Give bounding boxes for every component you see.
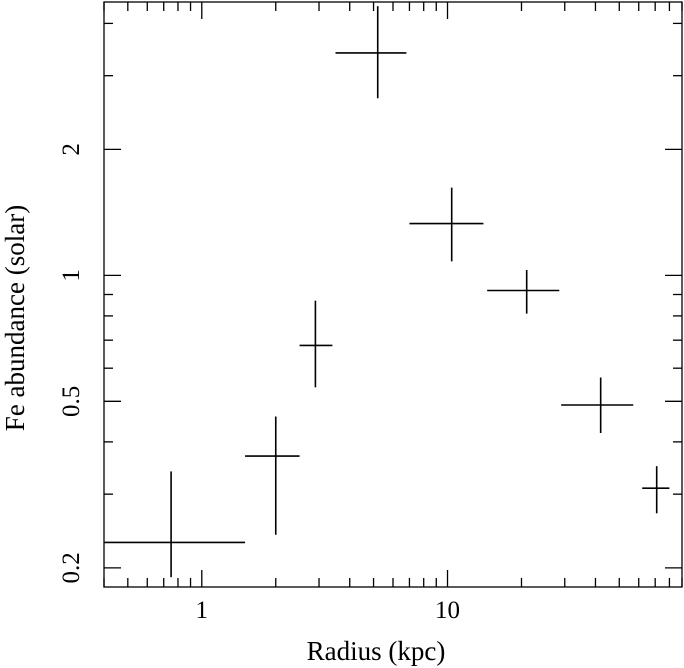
minor-ticks	[103, 2, 683, 587]
x-tick-label: 10	[435, 597, 460, 624]
plot-frame	[103, 1, 683, 588]
data-point	[561, 377, 634, 434]
y-tick-label: 0.5	[58, 386, 85, 417]
y-axis-label: Fe abundance (solar)	[0, 205, 30, 431]
x-axis-ticks: 1 10	[196, 2, 460, 624]
data-point	[409, 187, 484, 262]
data-point	[487, 269, 560, 314]
y-tick-label: 1	[58, 269, 85, 282]
data-point	[245, 416, 300, 535]
x-tick-label: 1	[196, 597, 209, 624]
data-point	[104, 471, 246, 578]
y-tick-label: 2	[58, 143, 85, 156]
y-axis-ticks: 0.2 0.5 1 2	[58, 143, 682, 583]
y-tick-label: 0.2	[58, 552, 85, 583]
data-points	[104, 6, 670, 578]
data-point	[642, 466, 670, 514]
data-point	[299, 300, 333, 388]
x-axis-label: Radius (kpc)	[307, 636, 446, 666]
data-point	[335, 6, 407, 99]
